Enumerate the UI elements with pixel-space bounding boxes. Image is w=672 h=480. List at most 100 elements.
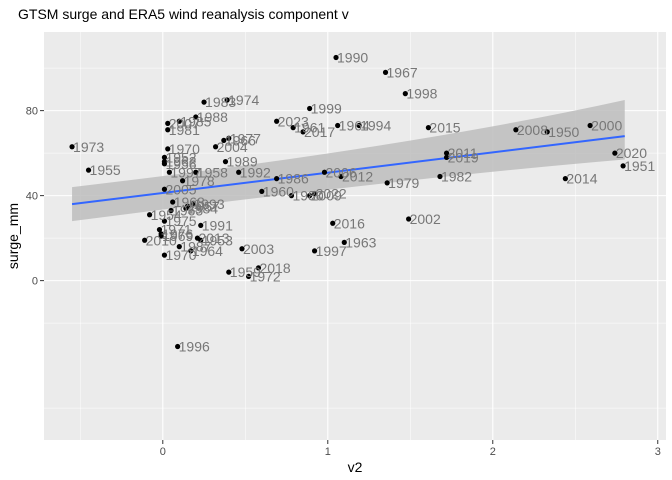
data-point [239,246,245,252]
data-point [311,248,318,254]
data-point [443,154,450,160]
data-point-label: 1990 [337,50,368,66]
data-point [236,169,242,175]
data-point-label: 2008 [517,122,548,138]
confidence-band-layer [72,100,625,222]
data-point [161,186,168,192]
data-point-label: 1969 [162,228,193,244]
data-point [165,146,171,152]
data-point [170,199,176,205]
data-point [168,207,174,214]
x-tick-label: 2 [490,446,496,458]
data-point [587,122,593,129]
data-point [620,163,626,169]
data-point-label: 1987 [180,239,211,255]
data-point [176,118,182,124]
data-point-label: 2015 [429,120,460,136]
data-point-label: 1964 [339,118,370,134]
data-point-label: 1964 [192,243,223,259]
data-point [341,239,347,245]
data-point [221,137,227,143]
data-point [274,176,280,182]
data-point-label: 1985 [180,113,211,129]
data-point-label: 1976 [162,226,193,242]
data-point-label: 1960 [263,183,294,199]
data-point-label: 1997 [170,164,201,180]
data-point [382,69,389,75]
data-point-label: 1979 [388,175,419,191]
data-point-label: 2014 [566,171,597,187]
data-point-label: 1968 [174,194,205,210]
data-point-label: 2019 [448,149,479,165]
y-tick-label: 40 [26,191,38,203]
data-point [193,169,199,175]
data-point-label: 1971 [160,222,191,238]
data-point-label: 2006 [325,164,356,180]
data-point [189,201,196,207]
data-point [356,122,362,129]
data-point-label: 2009 [311,188,342,204]
data-point [338,173,344,180]
data-point [166,169,172,175]
data-point-label: 1965 [172,203,203,219]
data-point [288,193,295,199]
data-point-label: 1991 [202,217,233,233]
data-point-label: 1952 [165,149,196,165]
data-point-label: 1980 [292,188,323,204]
data-point-label: 1977 [230,130,261,146]
x-tick-label: 3 [655,446,661,458]
data-point [311,190,318,197]
data-point [443,150,450,156]
data-point [437,173,443,180]
data-point [193,114,199,120]
data-point [226,135,232,141]
data-point [300,129,306,135]
data-point [165,127,171,133]
data-point-label: 1999 [311,101,342,117]
data-point [201,99,207,105]
data-point [330,220,336,226]
data-point [255,265,262,271]
confidence-band [72,100,625,222]
data-point [69,144,75,150]
data-point [161,154,168,160]
data-point-label: 1959 [230,264,261,280]
data-point [402,91,408,97]
data-point-label: 2004 [217,139,248,155]
data-point [259,188,265,194]
data-point-label: 1961 [294,120,325,136]
data-point-label: 1957 [189,198,220,214]
data-point-label: 1967 [387,64,418,80]
data-point-label: 1972 [250,268,281,284]
data-point [290,125,296,131]
data-point [612,150,618,156]
data-point-label: 1996 [179,339,210,355]
data-point-label: 2007 [169,115,200,131]
data-point-label: 1983 [205,94,236,110]
data-point-label: 1989 [226,154,257,170]
data-point-label: 2022 [316,186,347,202]
data-point [335,122,341,129]
data-point-label: 1975 [165,213,196,229]
data-point [226,269,232,275]
data-point [156,227,163,233]
data-point [146,212,153,218]
data-point [142,237,148,243]
x-tick-label: 0 [160,446,166,458]
y-tick-label: 80 [26,106,38,118]
data-point-label: 1951 [624,158,655,174]
data-point-label: 1982 [441,169,472,185]
data-point-label: 1973 [73,139,104,155]
data-point [198,237,204,243]
data-point-label: 1974 [228,92,259,108]
data-point-label: 2020 [616,145,647,161]
data-point-label: 1966 [225,132,256,148]
data-point [176,244,182,250]
data-point-label: 2003 [243,241,274,257]
data-point [274,118,280,124]
data-point [384,180,390,186]
data-point-label: 2023 [278,113,309,129]
axis-ticks-layer: 0 1 2 3 0 40 80 [26,106,661,458]
data-point-label: 2002 [410,211,441,227]
